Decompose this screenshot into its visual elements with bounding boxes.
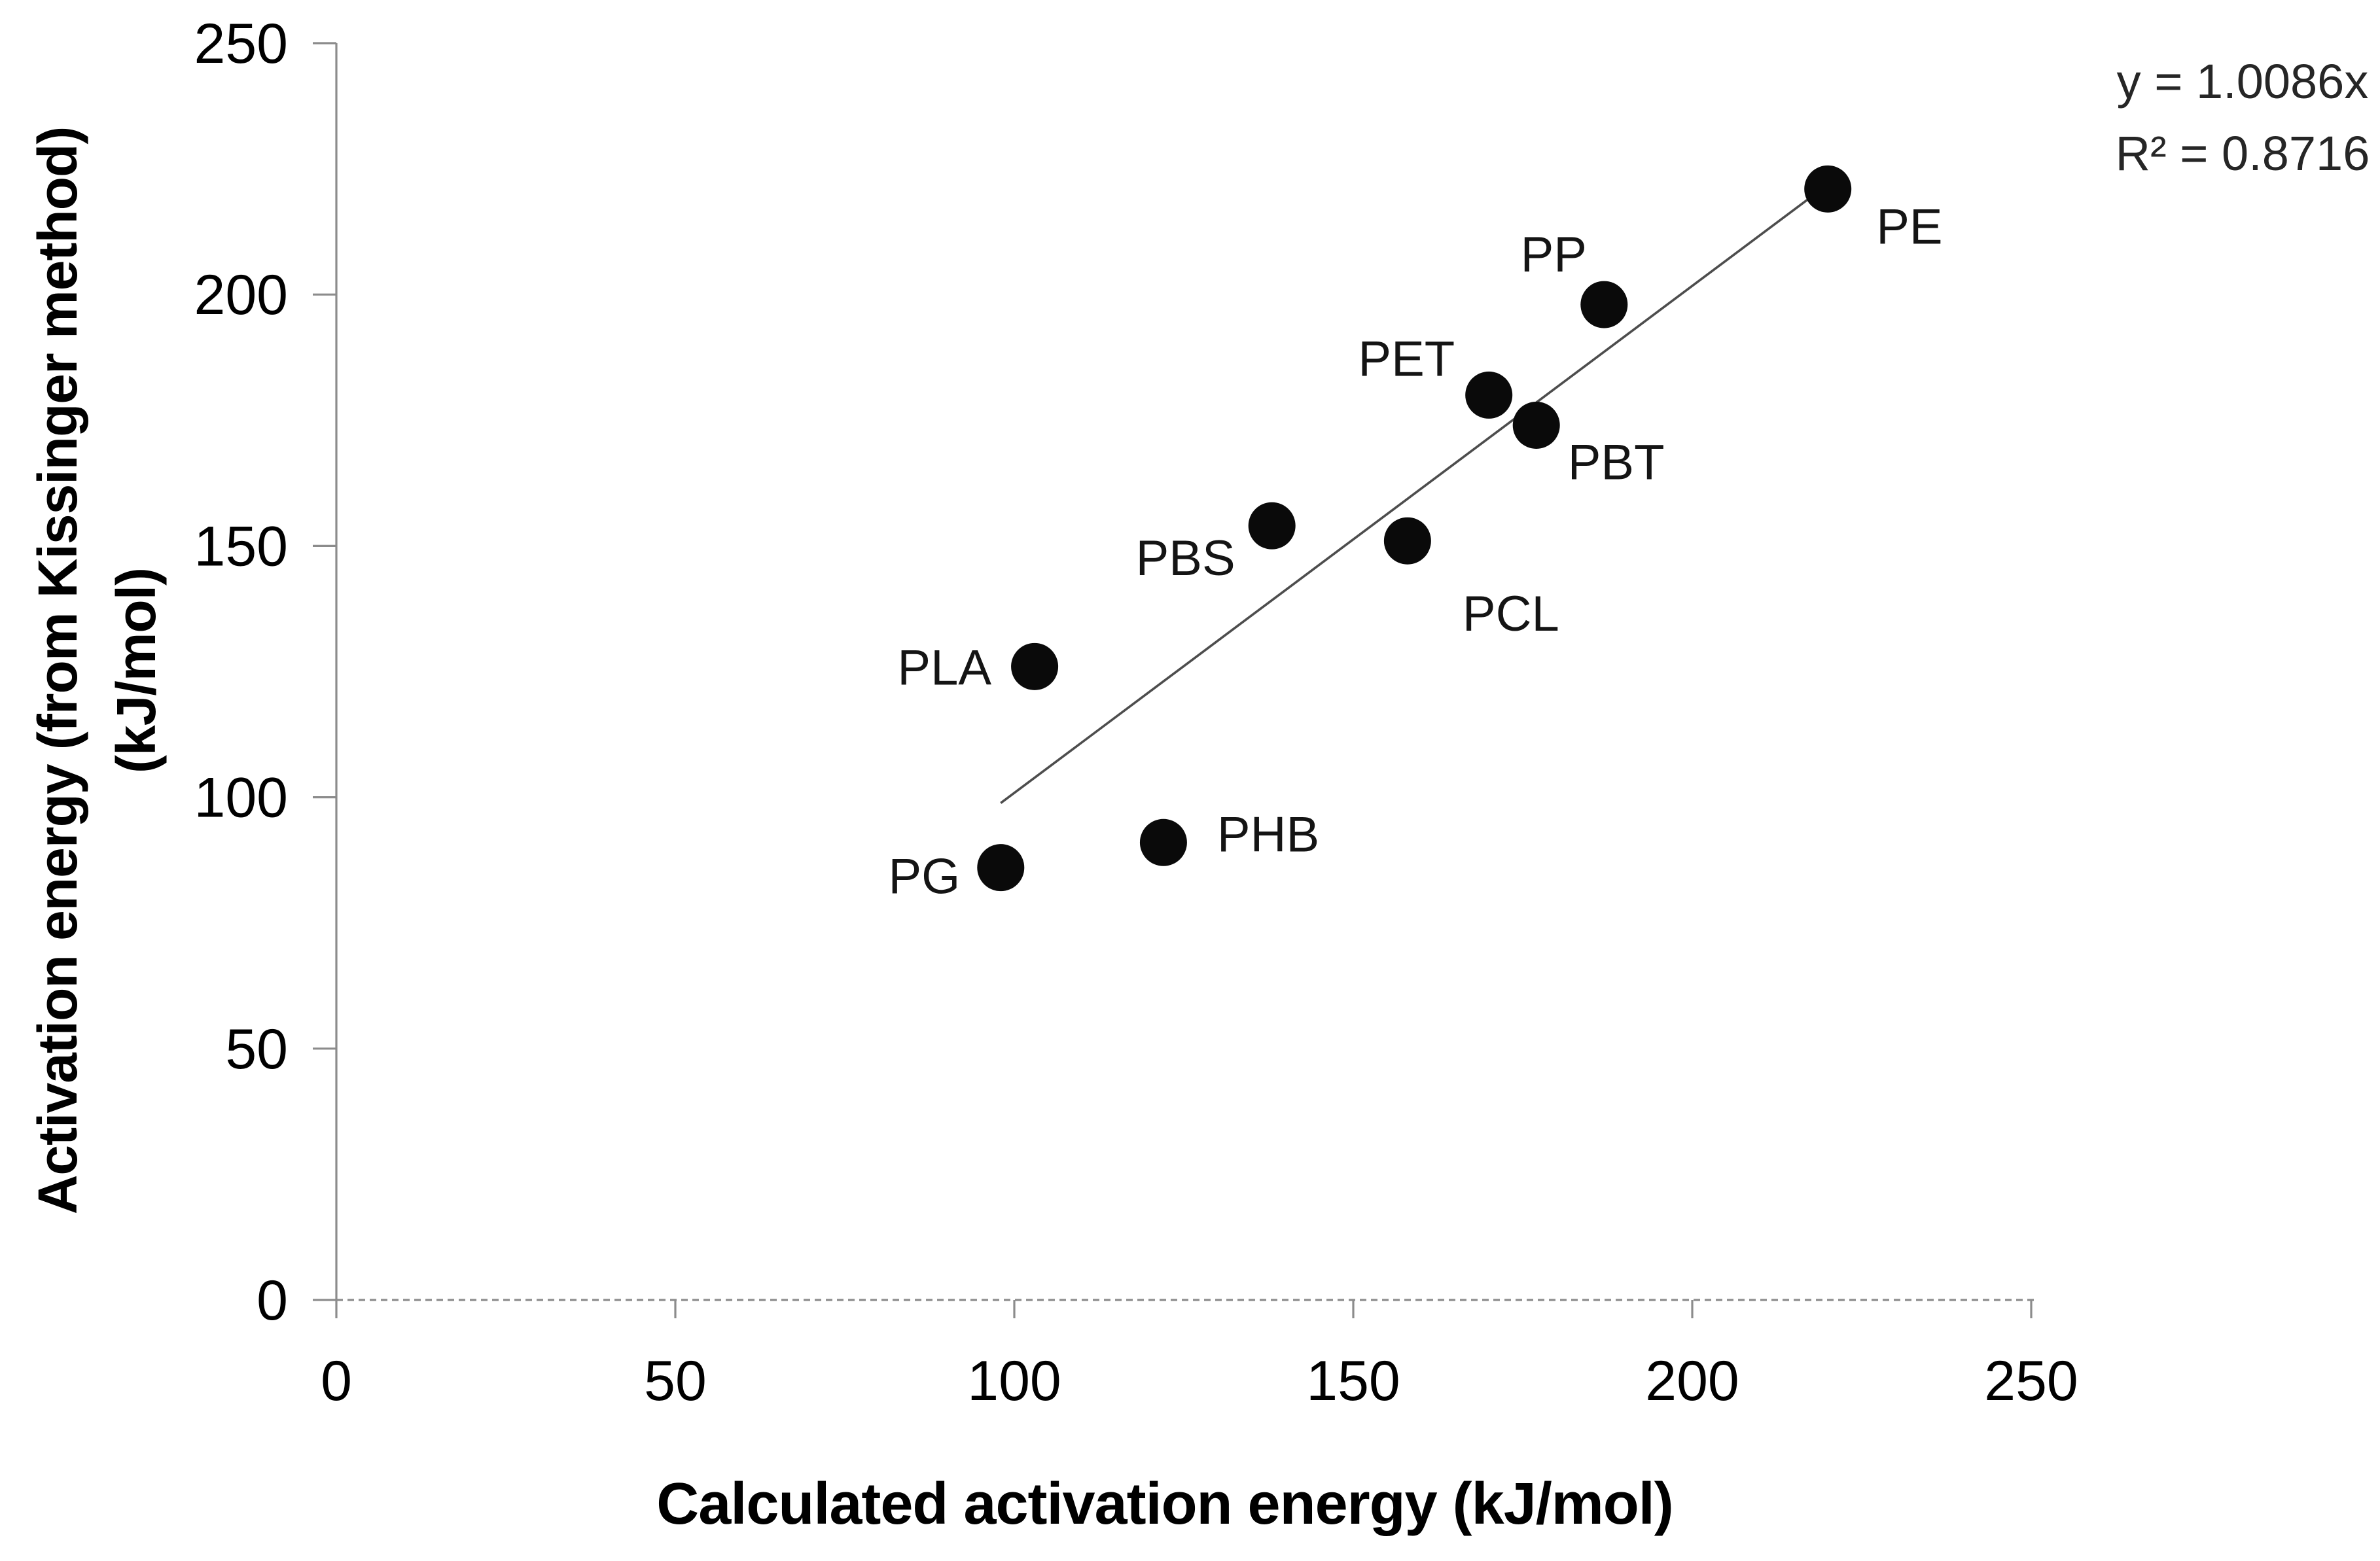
data-point-label-pcl: PCL xyxy=(1463,586,1559,642)
data-point-pet xyxy=(1465,371,1513,419)
y-axis-tick-label: 250 xyxy=(194,12,289,75)
data-point-pbt xyxy=(1512,401,1560,449)
y-axis-title-line2: (kJ/mol) xyxy=(105,567,167,774)
data-point-pg xyxy=(977,844,1025,892)
x-axis-tick-label: 200 xyxy=(1645,1350,1739,1412)
x-axis-tick-label: 100 xyxy=(967,1350,1061,1412)
trendline-equation: y = 1.0086x xyxy=(2116,54,2369,109)
data-point-label-pet: PET xyxy=(1358,331,1455,387)
x-axis-tick-label: 150 xyxy=(1306,1350,1400,1412)
y-axis-tick-label: 0 xyxy=(257,1269,288,1332)
y-axis-tick-label: 200 xyxy=(194,264,289,326)
x-axis-title: Calculated activation energy (kJ/mol) xyxy=(656,1471,1673,1537)
trendline-r-squared: R² = 0.8716 xyxy=(2115,126,2370,181)
y-axis-title: Activation energy (from Kissinger method… xyxy=(18,127,175,1215)
y-axis-tick-label: 50 xyxy=(225,1018,288,1081)
data-point-label-pbs: PBS xyxy=(1136,531,1235,586)
trendline xyxy=(1000,183,1829,804)
data-point-label-pg: PG xyxy=(888,849,960,905)
data-point-pbs xyxy=(1248,502,1296,550)
trendline-annotation: y = 1.0086x R² = 0.8716 xyxy=(2112,46,2373,190)
data-point-pe xyxy=(1804,165,1852,213)
data-point-label-pla: PLA xyxy=(897,640,991,695)
y-axis-tick-label: 100 xyxy=(194,767,289,830)
x-axis-tick-label: 250 xyxy=(1984,1350,2078,1412)
data-point-pp xyxy=(1580,281,1628,328)
data-point-pla xyxy=(1011,642,1059,690)
data-point-label-pe: PE xyxy=(1876,199,1942,254)
data-point-phb xyxy=(1139,818,1187,866)
x-axis-tick-label: 50 xyxy=(644,1350,707,1412)
y-axis-title-line1: Activation energy (from Kissinger method… xyxy=(27,126,88,1215)
x-axis-tick-label: 0 xyxy=(321,1350,352,1412)
data-point-label-pbt: PBT xyxy=(1568,434,1665,490)
data-point-pcl xyxy=(1383,517,1431,565)
y-axis-tick-label: 150 xyxy=(194,515,289,578)
data-point-label-pp: PP xyxy=(1521,227,1587,283)
data-point-label-phb: PHB xyxy=(1217,807,1319,862)
